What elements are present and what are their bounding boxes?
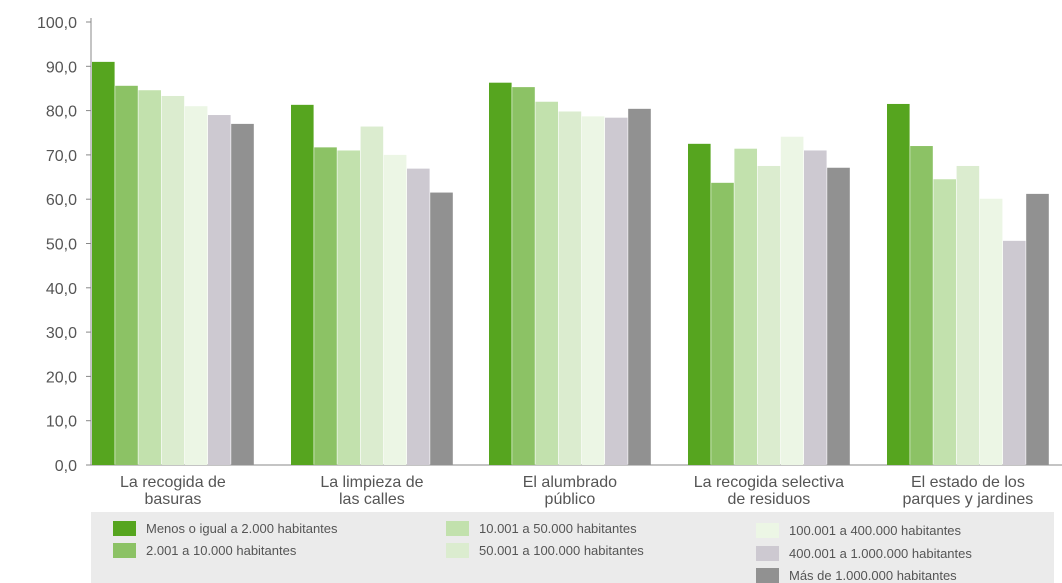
- bar: [887, 103, 910, 465]
- bar: [360, 126, 384, 465]
- bar: [430, 192, 453, 465]
- bar: [628, 108, 651, 465]
- y-tick-label: 10,0: [46, 414, 77, 431]
- bar-chart: 0,0 10,0 20,0 30,0 40,0 50,0 60,0 70,0 80,0 90,0 1…: [37, 15, 1062, 508]
- legend-label: Menos o igual a 2.000 habitantes: [146, 521, 338, 536]
- legend-item: 400.001 a 1.000.000 habitantes: [756, 546, 972, 561]
- legend-label: 50.001 a 100.000 habitantes: [479, 543, 644, 558]
- bar: [231, 123, 254, 465]
- bar: [581, 116, 605, 465]
- bar: [92, 61, 115, 466]
- legend-swatch: [113, 521, 136, 536]
- legend-item: 50.001 a 100.000 habitantes: [446, 543, 644, 558]
- x-category-label: La recogida selectiva: [694, 474, 844, 491]
- legend-label: 10.001 a 50.000 habitantes: [479, 521, 637, 536]
- legend: Menos o igual a 2.000 habitantes 2.001 a …: [91, 512, 1054, 583]
- legend-item: 100.001 a 400.000 habitantes: [756, 523, 961, 538]
- x-category-label: basuras: [144, 491, 201, 508]
- x-category-label: de residuos: [728, 491, 811, 508]
- y-tick-label: 40,0: [46, 281, 77, 298]
- legend-swatch: [756, 568, 779, 583]
- bar: [291, 104, 314, 465]
- bar: [688, 143, 711, 465]
- y-tick-label: 60,0: [46, 192, 77, 209]
- bar: [734, 148, 757, 465]
- bar: [979, 198, 1003, 465]
- legend-swatch: [446, 521, 469, 536]
- y-tick-label: 30,0: [46, 325, 77, 342]
- bar: [933, 179, 956, 465]
- bar: [314, 147, 337, 465]
- x-category-label: parques y jardines: [903, 491, 1034, 508]
- x-category-label: las calles: [339, 491, 405, 508]
- bar: [535, 101, 558, 466]
- bar: [161, 95, 185, 465]
- bar: [757, 165, 781, 465]
- bar: [208, 115, 231, 465]
- bar: [956, 165, 980, 465]
- bar: [711, 182, 734, 465]
- y-tick-label: 80,0: [46, 104, 77, 121]
- y-tick-label: 100,0: [37, 15, 77, 32]
- legend-swatch: [756, 523, 779, 538]
- legend-swatch: [446, 543, 469, 558]
- legend-item: 10.001 a 50.000 habitantes: [446, 521, 637, 536]
- legend-swatch: [113, 543, 136, 558]
- bar: [337, 150, 360, 465]
- y-tick-label: 0,0: [55, 458, 77, 475]
- bar: [184, 106, 208, 466]
- legend-label: 2.001 a 10.000 habitantes: [146, 543, 297, 558]
- bar: [910, 146, 933, 466]
- bar: [605, 117, 628, 466]
- bar: [407, 168, 430, 465]
- bar: [558, 111, 582, 466]
- bar: [489, 82, 512, 465]
- bar: [138, 90, 161, 466]
- bar: [383, 154, 407, 465]
- legend-label: Más de 1.000.000 habitantes: [789, 568, 957, 583]
- x-category-label: El estado de los: [911, 474, 1025, 491]
- y-tick-label: 70,0: [46, 148, 77, 165]
- legend-item: Más de 1.000.000 habitantes: [756, 568, 957, 583]
- legend-label: 100.001 a 400.000 habitantes: [789, 523, 962, 538]
- bar: [512, 87, 535, 465]
- x-category-label: La limpieza de: [320, 474, 423, 491]
- x-category-label: público: [545, 491, 596, 508]
- x-category-label: La recogida de: [120, 474, 226, 491]
- bar: [115, 85, 138, 466]
- y-tick-label: 20,0: [46, 369, 77, 386]
- legend-swatch: [756, 546, 779, 561]
- legend-item: 2.001 a 10.000 habitantes: [113, 543, 296, 558]
- bar: [780, 136, 804, 465]
- bar: [827, 167, 850, 465]
- legend-item: Menos o igual a 2.000 habitantes: [113, 521, 338, 536]
- bar: [804, 150, 827, 465]
- legend-label: 400.001 a 1.000.000 habitantes: [789, 546, 972, 561]
- bar: [1003, 240, 1026, 465]
- y-tick-label: 50,0: [46, 237, 77, 254]
- y-tick-label: 90,0: [46, 59, 77, 76]
- bar: [1026, 193, 1049, 465]
- x-category-label: El alumbrado: [523, 474, 617, 491]
